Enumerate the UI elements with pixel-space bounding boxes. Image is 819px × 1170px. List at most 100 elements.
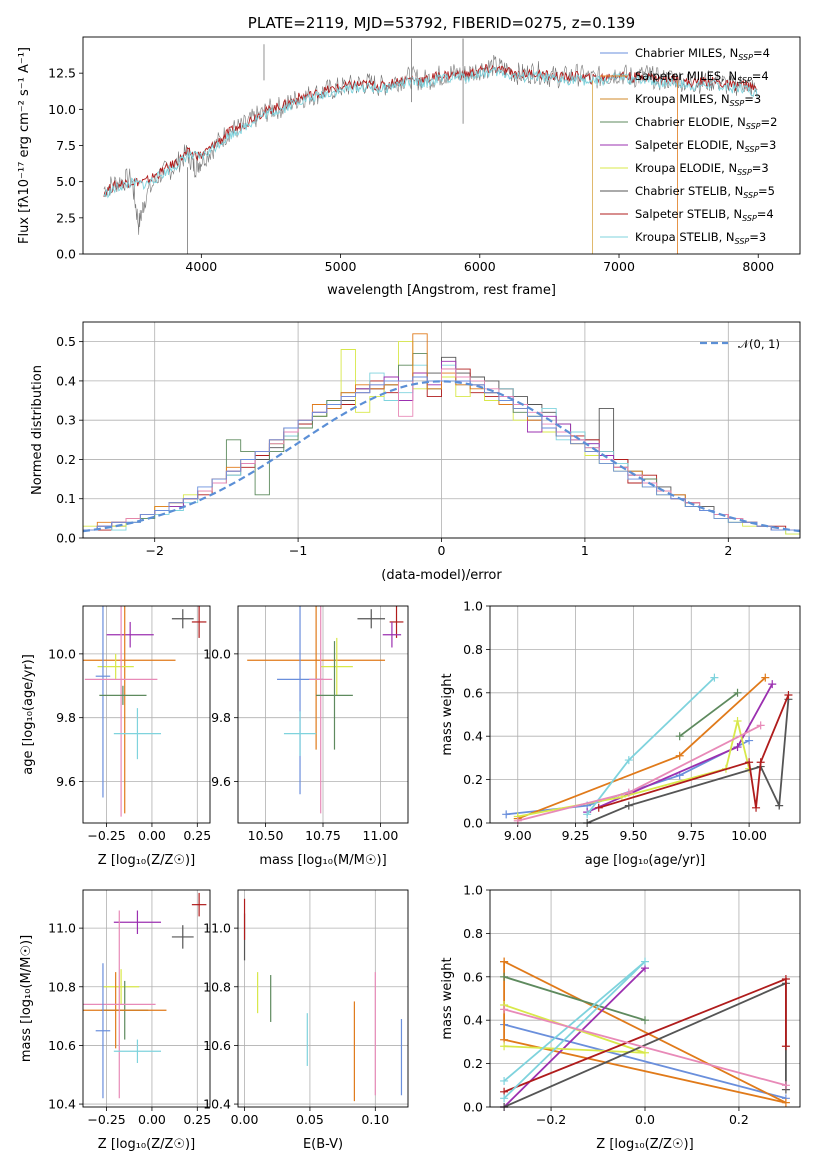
legend-label-eq: =2 xyxy=(761,115,778,129)
legend-label-text: Salpeter ELODIE, N xyxy=(635,138,745,152)
series-point xyxy=(583,810,592,819)
series-point xyxy=(624,788,633,797)
series-point xyxy=(756,721,765,730)
spectrum-model-line xyxy=(103,65,758,199)
x-tick-label: −0.25 xyxy=(87,828,125,843)
legend-label-text: Kroupa STELIB, N xyxy=(635,230,735,244)
x-tick-label: 10.50 xyxy=(248,828,284,843)
legend-label-sub: SSP xyxy=(745,145,760,154)
y-tick-label: 5.0 xyxy=(56,174,76,189)
x-tick-label: 10.00 xyxy=(731,828,767,843)
series-line xyxy=(506,739,750,816)
series-point xyxy=(500,1005,509,1014)
y-tick-label: 0.8 xyxy=(463,926,483,941)
series-point xyxy=(775,801,784,810)
legend-label-sub: SSP xyxy=(742,214,757,223)
x-tick-label: 0 xyxy=(438,543,446,558)
panel-residuals: −2 −1 0 1 2 0.0 0.1 0.2 0.3 0.4 0.5 𝒩(0, 1) (data-mo… xyxy=(30,321,801,583)
axes-frame xyxy=(489,889,801,1108)
y-axis-label: age [log₁₀(age/yr)] xyxy=(21,654,36,775)
series-point xyxy=(733,717,742,726)
y-tick-label: 10.8 xyxy=(203,979,231,994)
series-point xyxy=(745,736,754,745)
y-tick-label: 2.5 xyxy=(56,210,76,225)
legend-label-sub: SSP xyxy=(737,168,752,177)
series-point xyxy=(752,803,761,812)
series-point xyxy=(641,957,649,966)
series-point xyxy=(733,743,742,752)
series-point xyxy=(641,1016,649,1025)
legend-label-eq: =3 xyxy=(749,230,766,244)
y-axis-label: mass weight xyxy=(440,673,455,755)
series-line xyxy=(503,1023,787,1100)
legend-label-sub: SSP xyxy=(743,191,758,200)
plot-area xyxy=(502,673,793,827)
series-point xyxy=(624,801,633,810)
series-point xyxy=(513,816,522,825)
series-point xyxy=(768,680,777,689)
x-tick-label: 7000 xyxy=(603,259,635,274)
y-axis-label: mass weight xyxy=(440,957,455,1039)
series-point xyxy=(781,974,790,983)
legend-label-sub: SSP xyxy=(735,237,750,246)
series-point xyxy=(733,688,742,697)
series-point xyxy=(784,690,793,699)
axes-frame xyxy=(489,605,801,824)
y-tick-label: 10.0 xyxy=(48,646,76,661)
y-tick-label: 9.6 xyxy=(56,774,76,789)
x-tick-label: 0.10 xyxy=(361,1112,389,1127)
x-tick-label: 9.00 xyxy=(504,828,532,843)
legend-label-eq: =4 xyxy=(757,207,774,221)
plot-area xyxy=(83,333,800,538)
axes-frame xyxy=(82,889,211,1108)
x-tick-label: 10.75 xyxy=(305,828,341,843)
y-tick-label: 0.8 xyxy=(463,642,483,657)
series-point xyxy=(756,758,765,767)
series-point xyxy=(500,972,509,981)
legend-label-text: Chabrier MILES, N xyxy=(635,46,738,60)
x-tick-label: 8000 xyxy=(742,259,774,274)
x-axis-label: mass [log₁₀(M/M☉)] xyxy=(259,853,386,868)
series-point xyxy=(781,1042,790,1051)
series-line xyxy=(503,1008,787,1087)
y-tick-label: 0.1 xyxy=(56,491,76,506)
y-tick-label: 10.4 xyxy=(48,1097,76,1112)
x-tick-label: 11.00 xyxy=(363,828,399,843)
series-line xyxy=(503,967,646,1108)
series-point xyxy=(781,1098,790,1107)
legend-label-text: Chabrier ELODIE, N xyxy=(635,115,746,129)
y-tick-label: 10.6 xyxy=(48,1038,76,1053)
series-line xyxy=(586,676,716,815)
x-tick-label: 0.25 xyxy=(183,828,211,843)
x-axis-label: E(B-V) xyxy=(303,1137,343,1152)
y-tick-label: 10.8 xyxy=(48,979,76,994)
plot-area xyxy=(500,957,790,1111)
chart-title: PLATE=2119, MJD=53792, FIBERID=0275, z=0… xyxy=(248,14,635,32)
y-tick-label: 0.0 xyxy=(463,816,483,831)
series-point xyxy=(624,756,633,765)
legend-label: Chabrier MILES, NSSP=4 xyxy=(635,46,770,62)
y-tick-label: 0.4 xyxy=(56,373,76,388)
series-point xyxy=(781,1081,790,1090)
series-point xyxy=(500,1094,509,1103)
panel-massweight-vs-Z: −0.2 0.0 0.2 0.0 0.2 0.4 0.6 0.8 1.0 Z [log₁₀(Z/Z… xyxy=(440,883,801,1152)
y-tick-label: 10.0 xyxy=(203,646,231,661)
series-point xyxy=(502,810,511,819)
axes-frame xyxy=(82,36,801,255)
y-tick-label: 11.0 xyxy=(203,921,231,936)
axes-frame xyxy=(82,605,211,824)
y-tick-label: 0.4 xyxy=(463,729,483,744)
series-point xyxy=(641,1048,649,1057)
x-tick-label: −0.2 xyxy=(536,1112,566,1127)
series-point xyxy=(500,1076,509,1085)
legend-label: Salpeter ELODIE, NSSP=3 xyxy=(635,138,776,154)
x-tick-label: 5000 xyxy=(325,259,357,274)
panel-mass-vs-Z: −0.25 0.00 0.25 10.4 10.6 10.8 11.0 Z [log₁₀(Z/… xyxy=(19,889,211,1152)
y-tick-label: 9.8 xyxy=(211,710,231,725)
plot-area xyxy=(83,892,207,1099)
x-tick-label: 0.25 xyxy=(183,1112,211,1127)
series-line xyxy=(598,694,790,809)
legend-label: Chabrier STELIB, NSSP=5 xyxy=(635,184,775,200)
legend-label-eq: =3 xyxy=(752,161,769,175)
series-line xyxy=(586,699,790,824)
